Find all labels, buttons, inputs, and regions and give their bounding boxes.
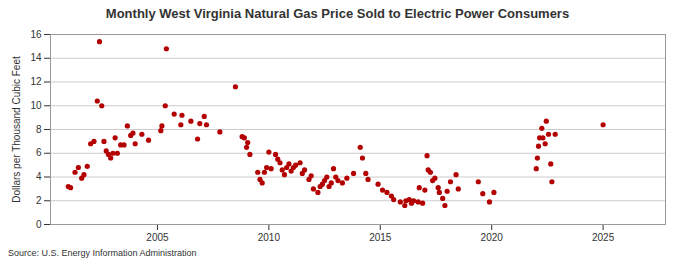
svg-text:2005: 2005 bbox=[146, 232, 169, 243]
svg-text:12: 12 bbox=[30, 76, 42, 87]
svg-text:2: 2 bbox=[36, 195, 42, 206]
svg-text:16: 16 bbox=[30, 29, 42, 40]
svg-text:2020: 2020 bbox=[481, 232, 504, 243]
html-text:Monthly West Virginia Natural: Monthly West Virginia Natural Gas Price … bbox=[105, 6, 570, 21]
svg-text:2025: 2025 bbox=[592, 232, 615, 243]
svg-text:8: 8 bbox=[36, 124, 42, 135]
svg-text:Dollars per Thousand Cubic Fee: Dollars per Thousand Cubic Feet bbox=[11, 56, 22, 203]
svg-text:4: 4 bbox=[36, 171, 42, 182]
svg-text:0: 0 bbox=[36, 219, 42, 230]
svg-text:6: 6 bbox=[36, 147, 42, 158]
svg-text:2015: 2015 bbox=[369, 232, 392, 243]
svg-text:2010: 2010 bbox=[258, 232, 281, 243]
svg-text:14: 14 bbox=[30, 52, 42, 63]
html-text:Source: U.S. Energy Informatio: Source: U.S. Energy Information Administ… bbox=[8, 248, 197, 258]
svg-text:10: 10 bbox=[30, 100, 42, 111]
